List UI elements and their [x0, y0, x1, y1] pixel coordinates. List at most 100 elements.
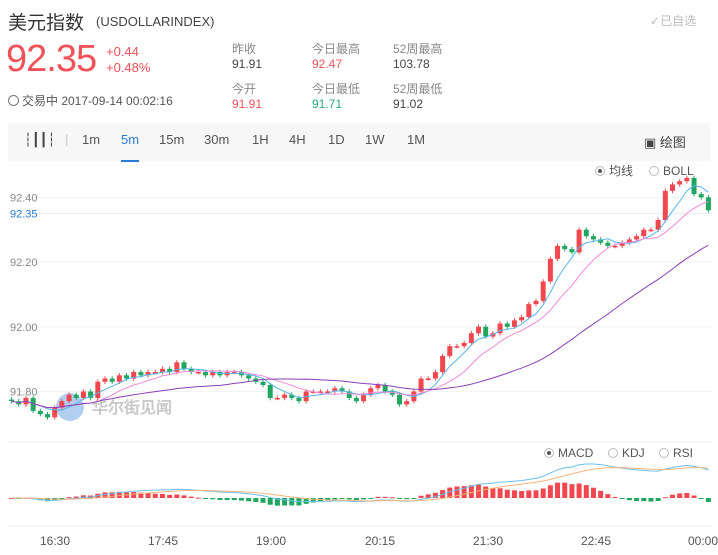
- x-tick-label: 00:00: [688, 534, 718, 548]
- macd-bar: [511, 490, 517, 498]
- macd-bar: [605, 494, 611, 498]
- candle: [468, 333, 474, 343]
- candle: [540, 281, 546, 301]
- macd-bar: [533, 490, 539, 498]
- candle: [138, 372, 144, 376]
- candle: [52, 407, 58, 418]
- radio-icon: [659, 448, 669, 458]
- candle: [397, 394, 403, 405]
- period-tab-1m[interactable]: 1m: [82, 132, 101, 147]
- candle: [289, 394, 295, 398]
- stat-label: 今日最低: [312, 82, 361, 96]
- indicator-option-KDJ[interactable]: KDJ: [608, 446, 645, 460]
- macd-bar: [483, 486, 489, 498]
- period-tab-30m[interactable]: 30m: [204, 132, 230, 147]
- candle: [37, 410, 43, 415]
- candle: [576, 229, 582, 253]
- candle: [547, 258, 553, 282]
- candle: [88, 391, 94, 398]
- macd-bar: [612, 496, 618, 498]
- stat-value: 103.78: [393, 57, 430, 71]
- macd-bar: [590, 487, 596, 498]
- indicator-option-RSI[interactable]: RSI: [659, 446, 694, 460]
- macd-bar: [404, 498, 410, 500]
- macd-bar: [45, 498, 51, 502]
- candle: [274, 397, 280, 400]
- candle: [95, 381, 101, 398]
- period-tab-4H[interactable]: 4H: [289, 132, 306, 147]
- macd-bar: [411, 498, 417, 499]
- period-tab-5m[interactable]: 5m: [121, 132, 140, 162]
- check-icon: ✓: [650, 14, 661, 28]
- y-tick-label: 92.00: [10, 322, 38, 334]
- period-tab-1M[interactable]: 1M: [407, 132, 426, 147]
- macd-bar: [547, 485, 553, 498]
- stat-label: 52周最高: [393, 42, 443, 56]
- candle: [167, 368, 173, 373]
- indicator-option-BOLL[interactable]: BOLL: [649, 164, 695, 178]
- candle: [461, 342, 467, 347]
- macd-bar: [468, 485, 474, 498]
- candle: [418, 378, 424, 392]
- macd-bar: [641, 498, 647, 502]
- stat-label: 昨收: [232, 42, 257, 56]
- candle: [116, 375, 122, 382]
- candle: [9, 399, 15, 402]
- candle: [361, 394, 367, 402]
- macd-bar: [691, 495, 697, 498]
- candle: [583, 229, 589, 237]
- macd-bar: [368, 498, 374, 499]
- macd-bar: [526, 490, 532, 498]
- macd-bar: [454, 486, 460, 498]
- macd-bar: [375, 496, 381, 498]
- candle: [375, 385, 381, 389]
- stat-label: 今日最高: [312, 42, 361, 56]
- macd-bar: [569, 484, 575, 498]
- candle: [526, 304, 532, 318]
- candlestick-icon[interactable]: ┆┃┃┆: [24, 132, 56, 147]
- candle: [662, 190, 668, 220]
- period-tab-1D[interactable]: 1D: [328, 132, 345, 147]
- candle: [569, 249, 575, 253]
- y-tick-label: 92.40: [10, 192, 38, 204]
- draw-button[interactable]: ▣ 绘图: [644, 135, 686, 150]
- period-tab-1W[interactable]: 1W: [365, 132, 385, 147]
- candle: [648, 229, 654, 232]
- candle: [296, 397, 302, 402]
- macd-bar: [555, 482, 561, 498]
- candle: [677, 181, 683, 185]
- watermark: 华尔街见闻: [92, 398, 172, 417]
- candle: [109, 378, 115, 382]
- macd-bar: [289, 498, 295, 506]
- candle: [131, 372, 137, 379]
- macd-bar: [116, 491, 122, 498]
- macd-bar: [152, 493, 158, 498]
- candle: [152, 372, 158, 374]
- indicator-label: BOLL: [663, 164, 694, 178]
- macd-bar: [562, 482, 568, 498]
- candle: [353, 397, 359, 402]
- period-tab-1H[interactable]: 1H: [252, 132, 269, 147]
- period-tab-15m[interactable]: 15m: [159, 132, 185, 147]
- indicator-option-MACD[interactable]: MACD: [544, 446, 594, 460]
- favorite-button[interactable]: ✓已自选: [650, 12, 696, 29]
- macd-bar: [361, 498, 367, 500]
- divider: |: [65, 132, 69, 147]
- price-change: +0.44: [106, 44, 139, 59]
- candle: [483, 326, 489, 337]
- candle: [159, 368, 165, 373]
- macd-bar: [626, 498, 632, 501]
- candle: [325, 391, 331, 393]
- candle: [66, 394, 72, 402]
- radio-icon: [649, 166, 659, 176]
- candle: [59, 401, 65, 408]
- indicator-option-均线[interactable]: 均线: [595, 164, 634, 178]
- candle: [425, 378, 431, 381]
- macd-bar: [698, 498, 704, 499]
- trading-status: 交易中 2017-09-14 00:02:16: [8, 92, 173, 109]
- macd-bar: [705, 498, 711, 503]
- macd-bar: [397, 498, 403, 499]
- macd-bar: [231, 498, 237, 501]
- radio-icon: [608, 448, 618, 458]
